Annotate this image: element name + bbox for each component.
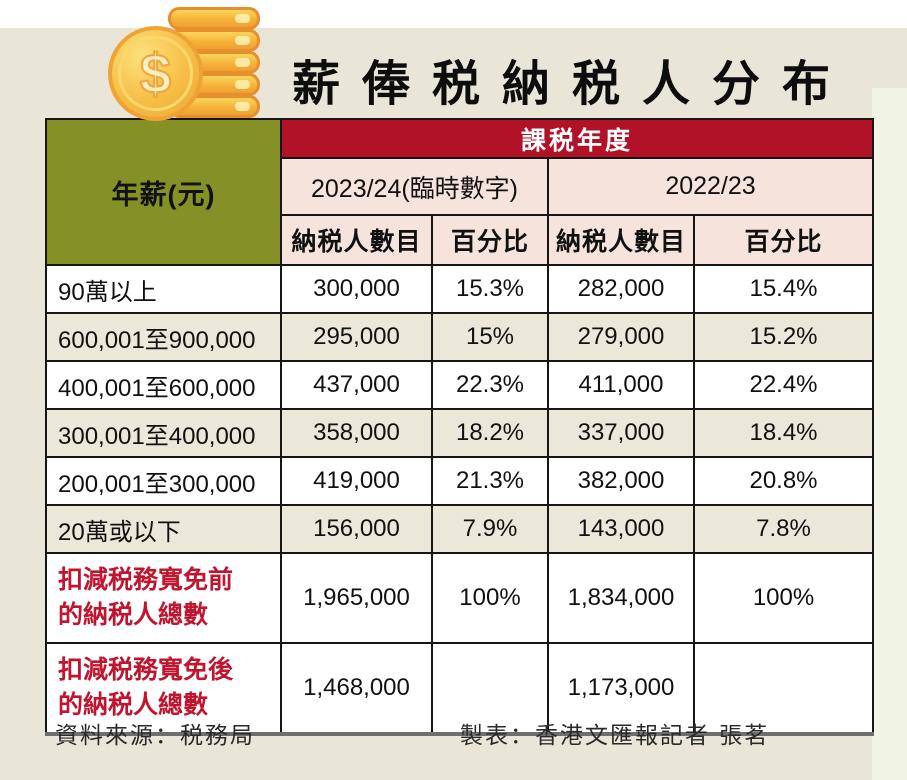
- cell-value: 279,000: [547, 312, 695, 362]
- col-header-percentage: 百分比: [431, 214, 549, 266]
- row-label: 20萬或以下: [45, 504, 282, 554]
- coin-inner-ring: [118, 36, 193, 111]
- dollar-sign-icon: $: [139, 41, 172, 106]
- cell-value: 437,000: [280, 360, 433, 410]
- cell-value: 295,000: [280, 312, 433, 362]
- col-header-percentage: 百分比: [692, 214, 875, 266]
- cell-value: 143,000: [547, 504, 695, 554]
- corner-header-salary: 年薪(元): [45, 118, 282, 266]
- total-label-after-relief: 扣減税務寬免後 的納税人總數: [58, 653, 279, 723]
- tax-table: 年薪(元) 課税年度 2023/24(臨時數字) 2022/23 納税人數目 百…: [45, 118, 875, 736]
- cell-value: 15.4%: [692, 264, 875, 314]
- cell-value: 382,000: [547, 456, 695, 506]
- cell-value: 282,000: [547, 264, 695, 314]
- row-label: 400,001至600,000: [45, 360, 282, 410]
- cell-value: 1,173,000: [547, 642, 695, 735]
- cell-value: 1,965,000: [280, 552, 433, 644]
- cell-value: 15%: [431, 312, 549, 362]
- cell-value: 300,000: [280, 264, 433, 314]
- year-header-2022-23: 2022/23: [546, 157, 875, 216]
- cell-value: 15.3%: [431, 264, 549, 314]
- cell-value: 18.2%: [431, 408, 549, 458]
- cell-value: 1,834,000: [547, 552, 695, 644]
- row-label: 300,001至400,000: [45, 408, 282, 458]
- data-source-note: 資料來源：税務局: [55, 723, 255, 749]
- right-margin-strip: [872, 88, 907, 780]
- cell-value: 20.8%: [692, 456, 875, 506]
- dollar-coin-icon: $: [108, 26, 203, 121]
- row-label: 90萬以上: [45, 264, 282, 314]
- table-credit-note: 製表：香港文匯報記者 張茗: [460, 723, 770, 749]
- page-title: 薪俸税納税人分布: [292, 58, 853, 111]
- cell-value: 18.4%: [692, 408, 875, 458]
- total-label-line2: 的納税人總數: [58, 601, 209, 629]
- coin-slot-highlight: [235, 58, 250, 67]
- cell-value: 156,000: [280, 504, 433, 554]
- year-header-2023-24: 2023/24(臨時數字): [280, 157, 549, 216]
- cell-value: 411,000: [547, 360, 695, 410]
- cell-value: 22.4%: [692, 360, 875, 410]
- row-label: 600,001至900,000: [45, 312, 282, 362]
- total-row-label: 扣減税務寬免後 的納税人總數: [45, 642, 282, 735]
- cell-value: 21.3%: [431, 456, 549, 506]
- total-label-line2: 的納税人總數: [58, 691, 209, 719]
- col-header-taxpayers: 納税人數目: [547, 214, 695, 266]
- stacked-coin-icon: [168, 7, 260, 30]
- cell-value: [431, 642, 549, 735]
- top-white-strip: [0, 0, 907, 28]
- coin-slot-highlight: [235, 14, 250, 23]
- cell-value: 7.8%: [692, 504, 875, 554]
- row-label: 200,001至300,000: [45, 456, 282, 506]
- total-label-line1: 扣減税務寬免前: [58, 566, 234, 594]
- total-label-before-relief: 扣減税務寬免前 的納税人總數: [58, 563, 279, 633]
- dollar-coins-icon: $: [108, 4, 268, 121]
- col-header-taxpayers: 納税人數目: [280, 214, 433, 266]
- cell-value: 100%: [431, 552, 549, 644]
- coin-slot-highlight: [235, 102, 250, 111]
- cell-value: 358,000: [280, 408, 433, 458]
- band-header-tax-year: 課税年度: [279, 118, 875, 159]
- coin-slot-highlight: [235, 36, 250, 45]
- cell-value: 22.3%: [431, 360, 549, 410]
- total-row-label: 扣減税務寬免前 的納税人總數: [45, 552, 282, 644]
- cell-value: 337,000: [547, 408, 695, 458]
- cell-value: 419,000: [280, 456, 433, 506]
- cell-value: 7.9%: [431, 504, 549, 554]
- cell-value: [692, 642, 875, 735]
- coin-slot-highlight: [235, 80, 250, 89]
- cell-value: 100%: [692, 552, 875, 644]
- total-label-line1: 扣減税務寬免後: [58, 656, 234, 684]
- cell-value: 15.2%: [692, 312, 875, 362]
- cell-value: 1,468,000: [280, 642, 433, 735]
